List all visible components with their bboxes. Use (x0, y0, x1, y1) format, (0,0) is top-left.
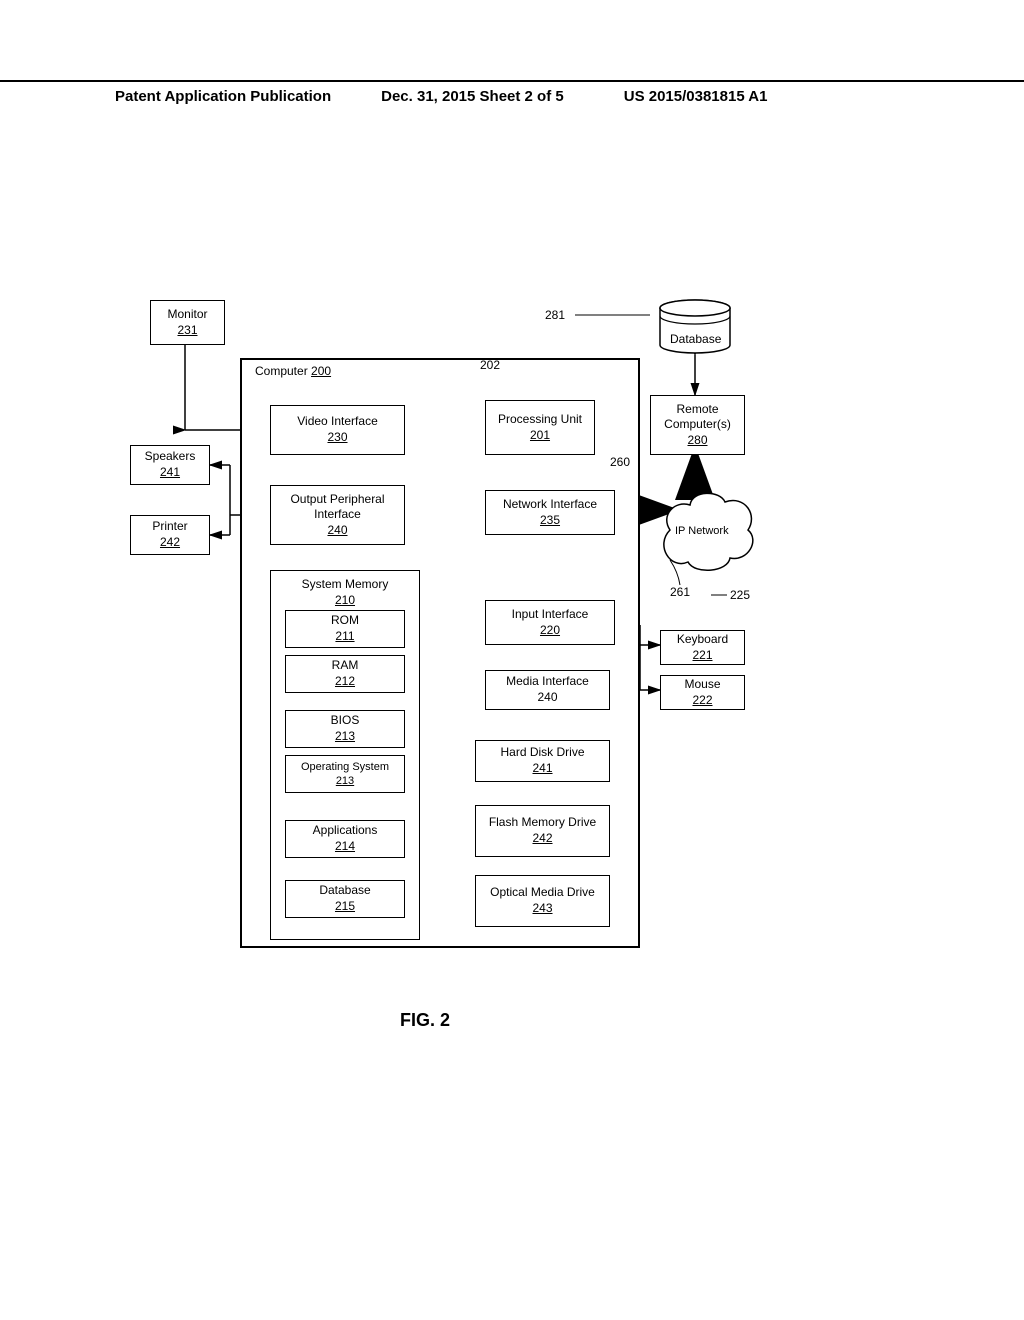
video-label: Video Interface (297, 414, 378, 430)
callout-225: 225 (730, 588, 750, 602)
computer-ref: 200 (311, 364, 331, 378)
bios-label: BIOS (331, 713, 360, 729)
mouse-label: Mouse (684, 677, 720, 693)
optical-label: Optical Media Drive (490, 885, 595, 901)
monitor-box: Monitor 231 (150, 300, 225, 345)
hdd-ref: 241 (532, 761, 552, 777)
db-ref: 215 (335, 899, 355, 915)
netif-box: Network Interface 235 (485, 490, 615, 535)
rom-label: ROM (331, 613, 359, 629)
sysmem-ref: 210 (335, 593, 355, 609)
computer-label: Computer 200 (255, 364, 331, 378)
procunit-label: Processing Unit (498, 412, 582, 428)
speakers-label: Speakers (145, 449, 196, 465)
hdd-label: Hard Disk Drive (500, 745, 584, 761)
video-ref: 230 (327, 430, 347, 446)
printer-box: Printer 242 (130, 515, 210, 555)
outperiph-ref: 240 (327, 523, 347, 539)
netif-ref: 235 (540, 513, 560, 529)
outperiph-label: Output Peripheral Interface (275, 492, 400, 523)
optical-box: Optical Media Drive 243 (475, 875, 610, 927)
inputif-box: Input Interface 220 (485, 600, 615, 645)
apps-label: Applications (313, 823, 378, 839)
header-publication: Patent Application Publication (115, 88, 331, 105)
remote-box: Remote Computer(s) 280 (650, 395, 745, 455)
callout-260: 260 (610, 455, 630, 469)
printer-label: Printer (152, 519, 187, 535)
inputif-label: Input Interface (512, 607, 589, 623)
callout-261: 261 (670, 585, 690, 599)
bios-box: BIOS 213 (285, 710, 405, 748)
diagram-container: Computer 200 Monitor 231 Speakers 241 Pr… (130, 290, 890, 970)
monitor-label: Monitor (167, 307, 207, 323)
inputif-ref: 220 (540, 623, 560, 639)
outperiph-box: Output Peripheral Interface 240 (270, 485, 405, 545)
callout-281: 281 (545, 308, 565, 322)
header-date-sheet: Dec. 31, 2015 Sheet 2 of 5 (381, 88, 564, 105)
db-box: Database 215 (285, 880, 405, 918)
flash-box: Flash Memory Drive 242 (475, 805, 610, 857)
rom-box: ROM 211 (285, 610, 405, 648)
ram-label: RAM (332, 658, 359, 674)
rom-ref: 211 (335, 629, 354, 645)
video-box: Video Interface 230 (270, 405, 405, 455)
printer-ref: 242 (160, 535, 180, 551)
apps-ref: 214 (335, 839, 355, 855)
flash-label: Flash Memory Drive (489, 815, 596, 831)
bios-ref: 213 (335, 729, 355, 745)
hdd-box: Hard Disk Drive 241 (475, 740, 610, 782)
flash-ref: 242 (532, 831, 552, 847)
sysmem-label: System Memory (302, 577, 389, 593)
keyboard-box: Keyboard 221 (660, 630, 745, 665)
speakers-ref: 241 (160, 465, 180, 481)
remote-label: Remote Computer(s) (655, 402, 740, 433)
mediaif-box: Media Interface 240 (485, 670, 610, 710)
mediaif-ref: 240 (537, 690, 557, 706)
db-label: Database (319, 883, 370, 899)
procunit-box: Processing Unit 201 (485, 400, 595, 455)
mouse-box: Mouse 222 (660, 675, 745, 710)
callout-202: 202 (480, 358, 500, 372)
computer-text: Computer (255, 364, 308, 378)
netif-label: Network Interface (503, 497, 597, 513)
os-box: Operating System 213 (285, 755, 405, 793)
monitor-ref: 231 (177, 323, 197, 339)
procunit-ref: 201 (530, 428, 550, 444)
ram-box: RAM 212 (285, 655, 405, 693)
header-patent-number: US 2015/0381815 A1 (624, 88, 768, 105)
page-header: Patent Application Publication Dec. 31, … (0, 80, 1024, 105)
mediaif-label: Media Interface (506, 674, 589, 690)
keyboard-ref: 221 (692, 648, 712, 664)
ram-ref: 212 (335, 674, 355, 690)
speakers-box: Speakers 241 (130, 445, 210, 485)
keyboard-label: Keyboard (677, 632, 728, 648)
os-label: Operating System (301, 760, 389, 774)
database-cyl-label: Database (670, 332, 721, 346)
apps-box: Applications 214 (285, 820, 405, 858)
remote-ref: 280 (687, 433, 707, 449)
ipnetwork-label: IP Network (675, 525, 729, 537)
os-ref: 213 (336, 774, 354, 788)
figure-label: FIG. 2 (400, 1010, 450, 1031)
mouse-ref: 222 (692, 693, 712, 709)
optical-ref: 243 (532, 901, 552, 917)
